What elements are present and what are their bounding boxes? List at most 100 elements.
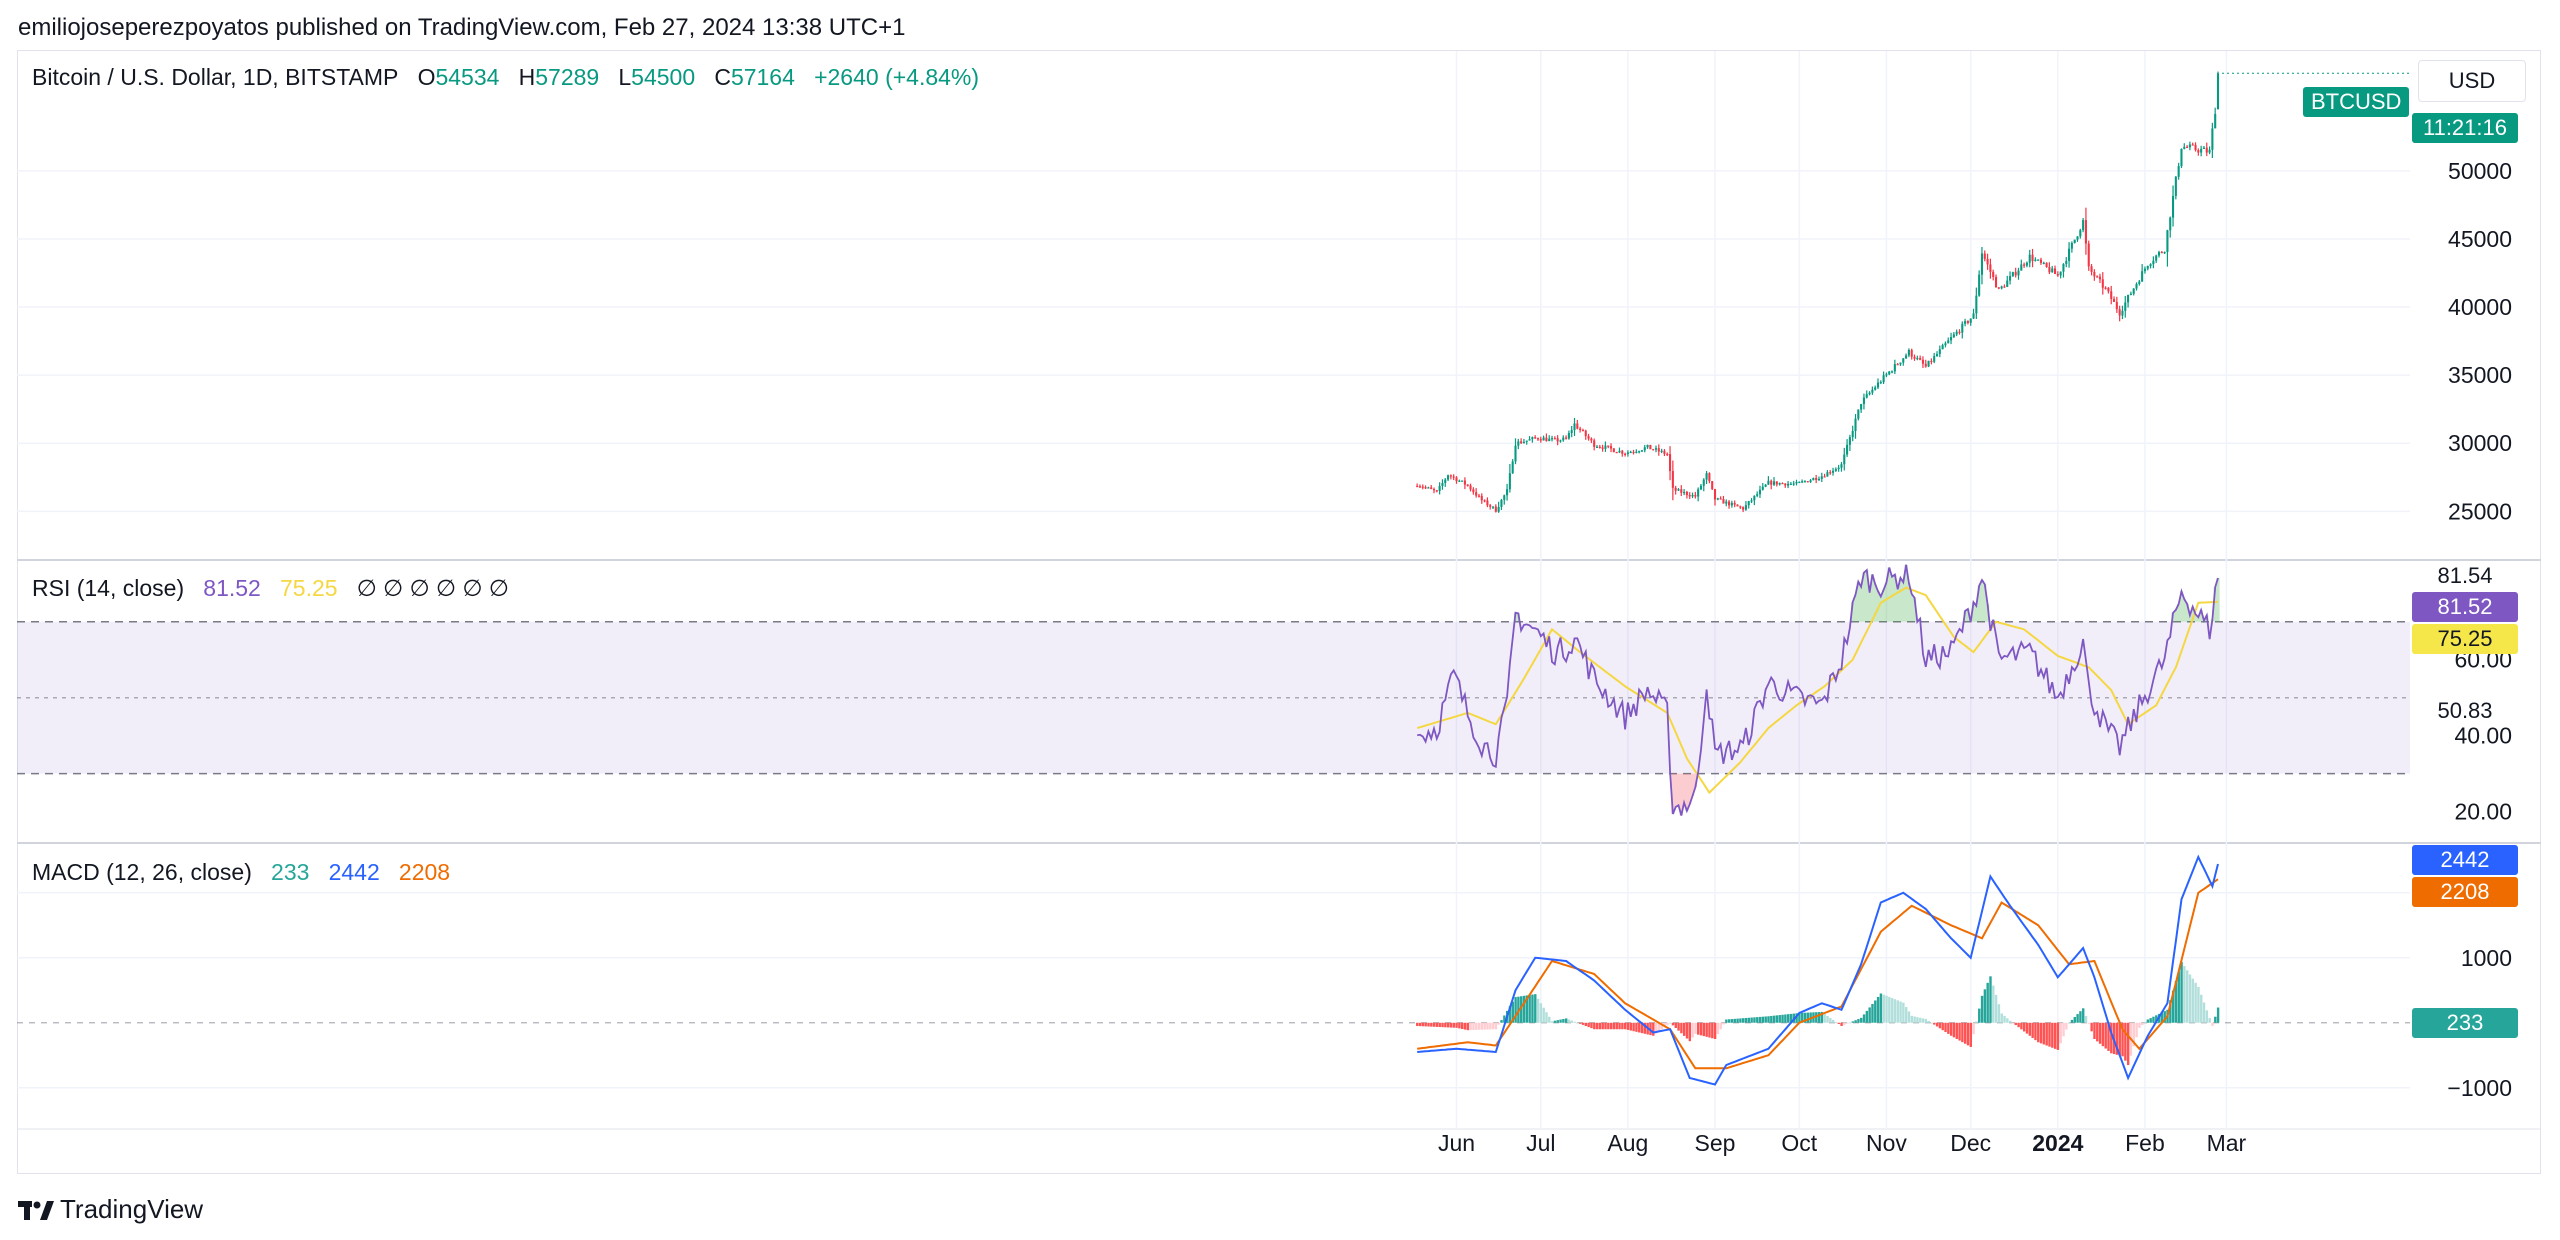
macd-histogram-bar (1778, 1015, 1781, 1023)
candle (1902, 357, 1905, 366)
candle (1994, 274, 1998, 288)
candle-body (1646, 444, 1649, 448)
candle (1736, 504, 1739, 507)
candle-body (1590, 438, 1593, 441)
candle-body (2124, 302, 2127, 311)
candle-body (1489, 505, 1492, 507)
macd-histogram-bar (1767, 1016, 1770, 1023)
candle-layer (1416, 71, 2410, 513)
candle-body (2028, 254, 2031, 263)
macd-histogram-bar (1955, 1022, 1958, 1039)
candle (1520, 438, 1523, 444)
macd-histogram-bar (1801, 1012, 1804, 1023)
candle-body (1882, 375, 1885, 382)
candle-body (1705, 473, 1708, 480)
candle (2087, 240, 2090, 271)
macd-histogram-bar (2126, 1022, 2130, 1065)
chart-frame[interactable] (17, 50, 2541, 1174)
candle-body (1486, 500, 1489, 506)
candle-body (1469, 485, 1472, 490)
candle (1508, 463, 1511, 493)
macd-histogram-bar (1615, 1022, 1618, 1030)
candle (1452, 474, 1455, 481)
candle (2098, 273, 2102, 284)
candle-body (1635, 451, 1638, 453)
rsi-title[interactable]: RSI (14, close) (32, 575, 185, 601)
candle-body (1775, 481, 1778, 485)
candle (1907, 348, 1910, 358)
candle (1587, 433, 1590, 441)
macd-histogram-bar (1635, 1022, 1638, 1032)
candle-body (2216, 73, 2220, 110)
macd-histogram-bar (1747, 1017, 1751, 1023)
macd-histogram-bar (1545, 1012, 1548, 1023)
candle (1545, 433, 1548, 442)
candle (2197, 148, 2200, 156)
candle-body (2045, 262, 2048, 267)
candle-body (1885, 374, 1888, 376)
macd-histogram-bar (1528, 994, 1531, 1023)
macd-histogram-bar (1848, 1022, 1852, 1024)
macd-histogram-bar (1896, 1000, 1899, 1023)
candle (1539, 436, 1542, 443)
candle (2023, 262, 2026, 268)
candle-body (2096, 276, 2099, 278)
candle (1964, 318, 1967, 327)
candle-body (2205, 147, 2208, 153)
candle (1966, 320, 1969, 325)
candle (2096, 275, 2099, 278)
x-tick-label: Oct (1781, 1130, 1817, 1156)
macd-histogram-bar (2138, 1022, 2141, 1028)
candle-body (2194, 144, 2197, 151)
macd-histogram-bar (1503, 1015, 1506, 1023)
macd-histogram-bar (1593, 1022, 1596, 1030)
candle (2048, 262, 2051, 275)
candle (1739, 505, 1742, 509)
macd-histogram-bar (2211, 1022, 2214, 1026)
macd-histogram-bar (1736, 1018, 1739, 1023)
macd-histogram-bar (1441, 1022, 1444, 1028)
currency-button[interactable]: USD (2418, 60, 2526, 102)
candle (1514, 438, 1517, 465)
x-tick-label: Nov (1866, 1130, 1907, 1156)
macd-histogram-bar (1511, 1001, 1514, 1023)
macd-histogram-bar (2070, 1019, 2074, 1023)
candle (1562, 435, 1565, 442)
candle-body (1728, 501, 1731, 506)
candle (2180, 148, 2183, 169)
candle-body (2171, 195, 2175, 218)
macd-histogram-bar (1581, 1022, 1585, 1025)
candle (2149, 263, 2152, 269)
candle (1598, 444, 1601, 449)
candle-body (1924, 363, 1927, 367)
macd-histogram-bar (2141, 1022, 2144, 1026)
symbol-title[interactable]: Bitcoin / U.S. Dollar, 1D, BITSTAMP (32, 64, 399, 90)
macd-histogram-bar (1756, 1017, 1759, 1023)
candle-body (1441, 483, 1444, 486)
candle (2129, 291, 2132, 296)
macd-histogram-bar (1933, 1022, 1936, 1025)
macd-title[interactable]: MACD (12, 26, close) (32, 859, 252, 885)
macd-histogram-bar (2073, 1016, 2076, 1023)
macd-histogram-bar (2169, 1000, 2172, 1023)
high-label: H (518, 64, 536, 90)
macd-histogram-bar (1935, 1022, 1939, 1027)
macd-histogram-bar (1562, 1018, 1565, 1023)
candle-body (1609, 446, 1613, 449)
change-value: +2640 (+4.84%) (814, 64, 980, 90)
candle-body (1618, 450, 1621, 453)
candle-body (1756, 494, 1759, 496)
macd-histogram-bar (1764, 1016, 1767, 1023)
candle-body (1789, 483, 1792, 485)
candle-body (1890, 371, 1894, 373)
candle-body (2039, 259, 2043, 263)
candle (1716, 497, 1719, 501)
candle (2037, 259, 2040, 261)
rsi-top-tick: 81.54 (2412, 561, 2518, 591)
candle-body (1848, 437, 1851, 445)
tradingview-footer[interactable]: TradingView (18, 1194, 203, 1225)
candle (2208, 146, 2211, 155)
candle-body (1784, 483, 1787, 486)
macd-histogram-bar (1865, 1010, 1869, 1023)
